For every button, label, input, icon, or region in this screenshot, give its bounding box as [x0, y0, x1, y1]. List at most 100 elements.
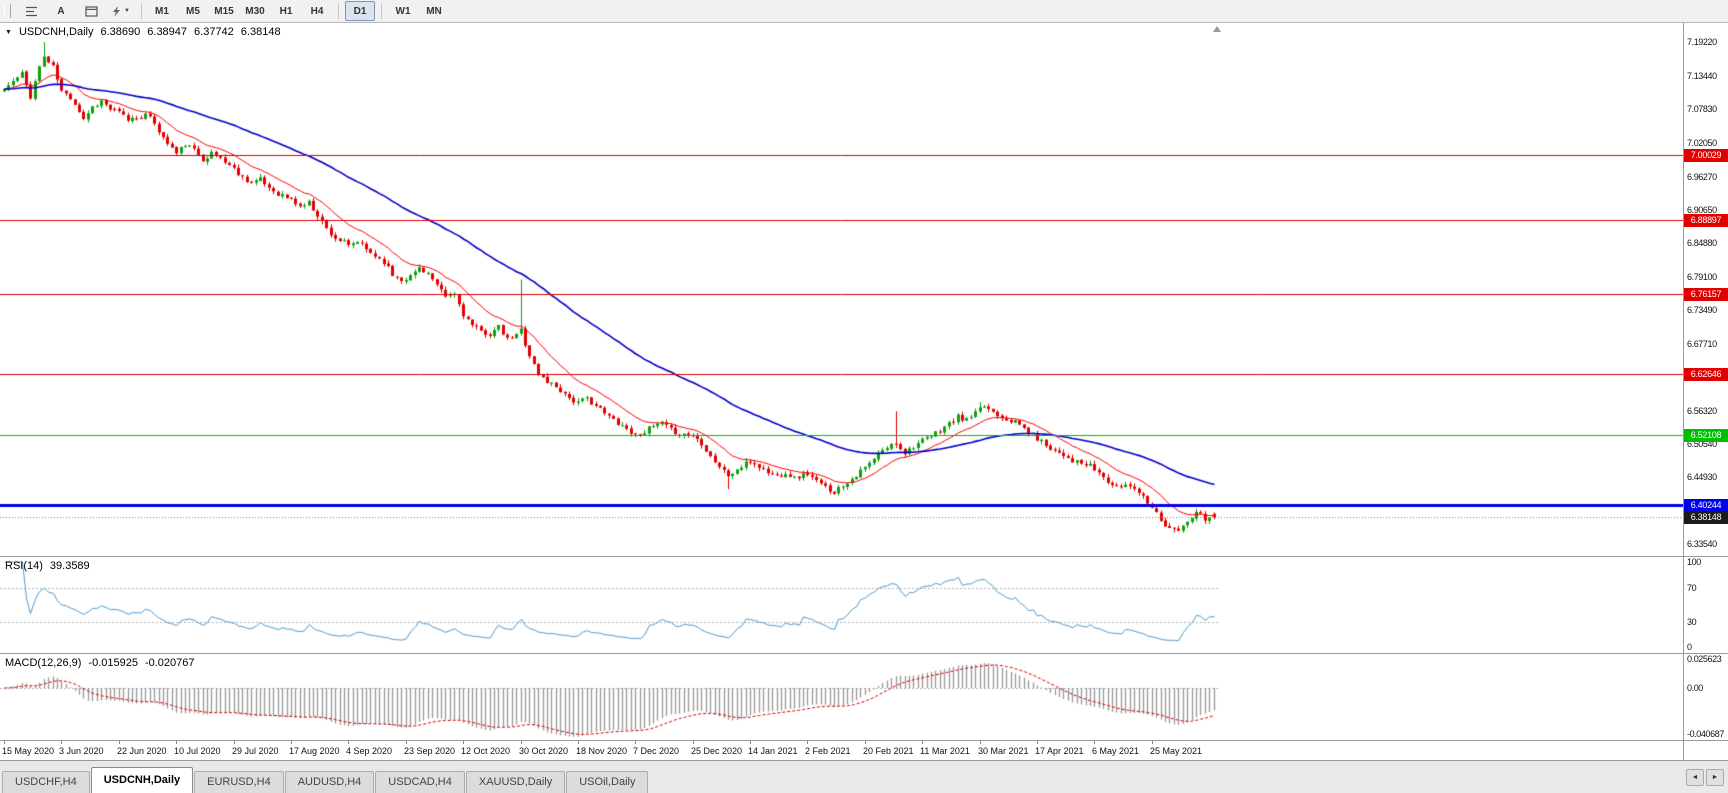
- toolbar-separator: [338, 3, 339, 19]
- chart-tab-bar: USDCHF,H4 USDCNH,Daily EURUSD,H4 AUDUSD,H4 U…: [0, 761, 1728, 793]
- time-axis-label: 22 Jun 2020: [117, 746, 167, 756]
- time-axis-label: 6 May 2021: [1092, 746, 1140, 756]
- timeframe-m1-button[interactable]: M1: [155, 5, 169, 17]
- time-axis-label: 25 Dec 2020: [691, 746, 743, 756]
- chart-window-button[interactable]: [76, 1, 106, 21]
- time-axis-tick: [234, 741, 235, 744]
- time-axis-label: 17 Aug 2020: [289, 746, 340, 756]
- timeframe-h4-button[interactable]: H4: [310, 5, 324, 17]
- time-axis[interactable]: 15 May 2020 3 Jun 2020 22 Jun 2020 10 Jul 2…: [0, 741, 1728, 761]
- time-axis-tick: [635, 741, 636, 744]
- toolbar-grip[interactable]: [4, 4, 11, 18]
- one-click-trading-icon[interactable]: ▼: [5, 29, 12, 36]
- price-level-badge: 7.00029: [1684, 149, 1728, 162]
- axis-tick-label: 100: [1687, 557, 1701, 567]
- time-axis-label: 14 Jan 2021: [748, 746, 798, 756]
- candlestick-chart-canvas[interactable]: [0, 23, 1683, 556]
- time-axis-label: 20 Feb 2021: [863, 746, 914, 756]
- price-level-badge: 6.52108: [1684, 429, 1728, 442]
- price-level-badge: 6.88897: [1684, 214, 1728, 227]
- rsi-axis[interactable]: 100 70 30 0: [1683, 557, 1728, 653]
- time-axis-tick: [463, 741, 464, 744]
- time-axis-label: 10 Jul 2020: [174, 746, 221, 756]
- axis-tick-label: 7.19220: [1687, 37, 1717, 48]
- macd-name: MACD(12,26,9): [5, 657, 82, 669]
- price-plot[interactable]: ▼ USDCNH,Daily 6.38690 6.38947 6.37742 6…: [0, 23, 1683, 556]
- draw-tools-button[interactable]: ▼: [106, 1, 136, 21]
- price-axis[interactable]: 7.19220 7.13440 7.07830 7.02050 6.96270 6.906…: [1683, 23, 1728, 556]
- axis-divider: [1683, 741, 1684, 760]
- time-axis-tick: [750, 741, 751, 744]
- axis-tick-label: 0.00: [1687, 682, 1703, 693]
- ohlc-open: 6.38690: [100, 26, 141, 38]
- time-axis-tick: [1037, 741, 1038, 744]
- tab-usoil-daily[interactable]: USOil,Daily: [566, 771, 649, 793]
- tab-audusd-h4[interactable]: AUDUSD,H4: [284, 771, 375, 793]
- macd-axis[interactable]: 0.025623 0.00 -0.040687: [1683, 654, 1728, 740]
- time-axis-tick: [807, 741, 808, 744]
- price-level-badge: 6.40244: [1684, 499, 1728, 512]
- lightning-icon: [112, 5, 121, 17]
- tab-scroll-left-button[interactable]: ◄: [1686, 769, 1704, 786]
- tab-eurusd-h4[interactable]: EURUSD,H4: [194, 771, 284, 793]
- time-axis-label: 7 Dec 2020: [633, 746, 680, 756]
- axis-tick-label: 6.90650: [1687, 204, 1717, 215]
- rsi-value: 39.3589: [49, 560, 90, 572]
- axis-tick-label: 30: [1687, 616, 1697, 627]
- time-axis-tick: [521, 741, 522, 744]
- axis-tick-label: 6.73490: [1687, 305, 1717, 316]
- axis-tick-label: 6.33540: [1687, 539, 1717, 550]
- chart-toolbar: A ▼ M1 M5 M15 M30 H1 H4 D1 W1 MN: [0, 0, 1728, 23]
- macd-canvas[interactable]: [0, 654, 1683, 740]
- tab-usdchf-h4[interactable]: USDCHF,H4: [2, 771, 90, 793]
- tab-scroll-buttons: ◄ ►: [1686, 769, 1724, 786]
- letter-a-button[interactable]: A: [57, 5, 65, 17]
- time-axis-tick: [1094, 741, 1095, 744]
- time-axis-label: 23 Sep 2020: [404, 746, 456, 756]
- rsi-name: RSI(14): [5, 560, 43, 572]
- time-axis-tick: [176, 741, 177, 744]
- tab-usdcad-h4[interactable]: USDCAD,H4: [375, 771, 465, 793]
- timeframe-mn-button[interactable]: MN: [426, 5, 442, 17]
- timeframe-w1-button[interactable]: W1: [395, 5, 411, 17]
- ohlc-high: 6.38947: [147, 26, 188, 38]
- time-axis-tick: [348, 741, 349, 744]
- timeframe-m5-button[interactable]: M5: [186, 5, 200, 17]
- time-axis-label: 11 Mar 2021: [920, 746, 970, 756]
- tab-usdcnh-daily[interactable]: USDCNH,Daily: [90, 767, 194, 793]
- indicator-list-button[interactable]: [16, 1, 46, 21]
- tab-scroll-right-button[interactable]: ►: [1706, 769, 1724, 786]
- axis-tick-label: 6.96270: [1687, 171, 1717, 182]
- time-axis-label: 3 Jun 2020: [59, 746, 104, 756]
- time-axis-label: 17 Apr 2021: [1035, 746, 1084, 756]
- rsi-panel: RSI(14) 39.3589 100 70 30 0: [0, 557, 1728, 654]
- time-axis-tick: [922, 741, 923, 744]
- time-axis-label: 2 Feb 2021: [805, 746, 851, 756]
- time-axis-label: 18 Nov 2020: [576, 746, 628, 756]
- timeframe-m30-button[interactable]: M30: [245, 5, 265, 17]
- timeframe-m15-button[interactable]: M15: [214, 5, 234, 17]
- time-axis-label: 12 Oct 2020: [461, 746, 511, 756]
- macd-plot[interactable]: MACD(12,26,9) -0.015925 -0.020767: [0, 654, 1683, 740]
- timeframe-h1-button[interactable]: H1: [279, 5, 293, 17]
- toolbar-separator: [381, 3, 382, 19]
- time-axis-tick: [4, 741, 5, 744]
- price-level-badge: 6.62646: [1684, 368, 1728, 381]
- chart-shift-marker-icon[interactable]: [1213, 26, 1221, 32]
- chart-symbol-period: USDCNH,Daily: [18, 26, 94, 38]
- rsi-plot[interactable]: RSI(14) 39.3589: [0, 557, 1683, 653]
- axis-tick-label: -0.040687: [1687, 729, 1724, 739]
- axis-tick-label: 7.02050: [1687, 137, 1717, 148]
- timeframe-toolbar: M1 M5 M15 M30 H1 H4 D1 W1 MN: [147, 1, 449, 21]
- axis-tick-label: 7.13440: [1687, 71, 1717, 82]
- axis-tick-label: 70: [1687, 582, 1697, 593]
- timeframe-d1-button[interactable]: D1: [345, 1, 375, 21]
- axis-tick-label: 7.07830: [1687, 103, 1717, 114]
- axis-tick-label: 6.44930: [1687, 472, 1717, 483]
- chart-window-icon: [84, 5, 98, 17]
- axis-tick-label: 6.84880: [1687, 238, 1717, 249]
- tab-xauusd-daily[interactable]: XAUUSD,Daily: [465, 771, 566, 793]
- time-axis-tick: [406, 741, 407, 744]
- rsi-canvas[interactable]: [0, 557, 1683, 653]
- time-axis-tick: [1152, 741, 1153, 744]
